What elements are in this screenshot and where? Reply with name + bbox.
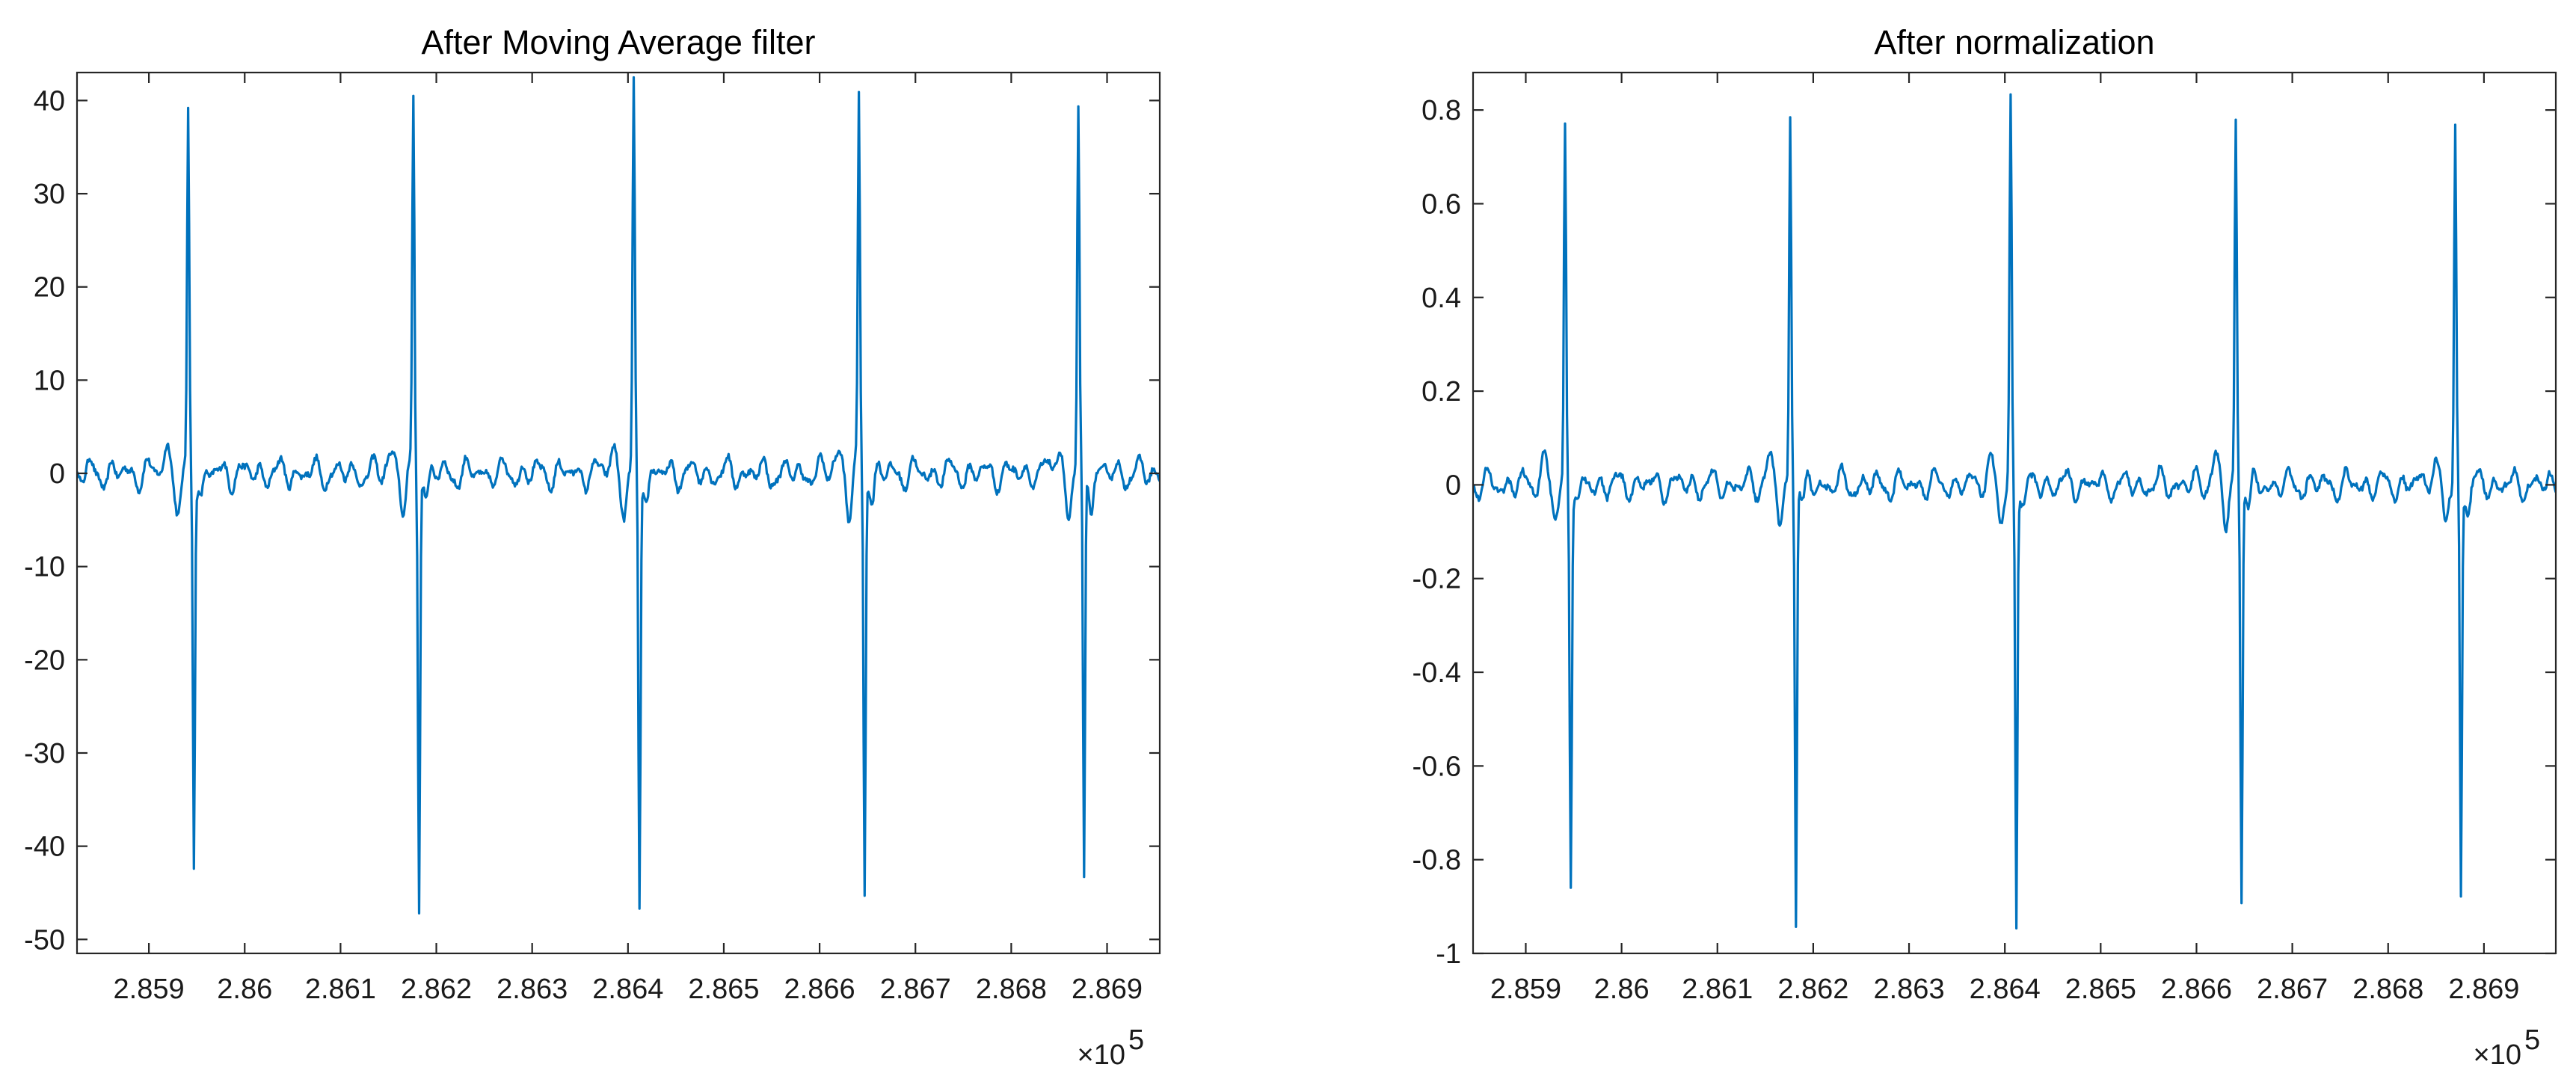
y-tick-label: 0.4 <box>1421 283 1461 314</box>
y-tick-label: -50 <box>24 924 65 956</box>
x-tick-label: 2.868 <box>976 974 1047 1005</box>
x-tick-label: 2.862 <box>1777 974 1848 1005</box>
y-tick-label: 0 <box>49 458 65 490</box>
x-multiplier-exponent: 5 <box>1128 1024 1144 1056</box>
x-tick-label: 2.862 <box>401 974 472 1005</box>
y-tick-label: -20 <box>24 645 65 676</box>
x-tick-label: 2.865 <box>2065 974 2136 1005</box>
x-tick-label: 2.863 <box>497 974 568 1005</box>
y-tick-label: -0.4 <box>1413 657 1461 689</box>
x-tick-label: 2.86 <box>217 974 272 1005</box>
x-tick-label: 2.864 <box>1970 974 2041 1005</box>
y-tick-label: 0.8 <box>1421 95 1461 126</box>
axes-frame <box>76 71 1161 955</box>
y-tick-label: -1 <box>1436 938 1461 970</box>
x-tick-label: 2.869 <box>2448 974 2519 1005</box>
x-multiplier-label: ×10 <box>1078 1039 1125 1071</box>
y-tick-label: -0.6 <box>1413 751 1461 782</box>
chart-2: After normalization 2.859 2.86 2.861 2.862 2.… <box>1413 23 2557 1071</box>
x-tick-label: 2.865 <box>688 974 759 1005</box>
x-tick-label: 2.859 <box>1490 974 1561 1005</box>
x-tick-label: 2.861 <box>1682 974 1753 1005</box>
x-tick-label: 2.864 <box>592 974 663 1005</box>
y-tick-label: -30 <box>24 738 65 769</box>
y-tick-label: 10 <box>34 365 65 396</box>
y-tick-label: 0.2 <box>1421 376 1461 408</box>
y-tick-label: 40 <box>34 85 65 117</box>
x-tick-label: 2.869 <box>1072 974 1143 1005</box>
y-tick-label: 0.6 <box>1421 188 1461 220</box>
y-tick-label: 0 <box>1445 470 1461 501</box>
x-tick-label: 2.861 <box>305 974 376 1005</box>
x-tick-label: 2.866 <box>2161 974 2232 1005</box>
y-tick-label: 20 <box>34 272 65 304</box>
x-tick-label: 2.868 <box>2352 974 2423 1005</box>
y-tick-label: -40 <box>24 832 65 863</box>
y-tick-label: -0.2 <box>1413 564 1461 595</box>
y-tick-label: 30 <box>34 179 65 210</box>
x-tick-label: 2.866 <box>784 974 855 1005</box>
chart-title: After Moving Average filter <box>422 23 816 61</box>
x-tick-label: 2.867 <box>880 974 951 1005</box>
x-tick-label: 2.86 <box>1594 974 1650 1005</box>
chart-title: After normalization <box>1874 23 2154 61</box>
signal-line <box>77 76 1160 915</box>
x-multiplier-label: ×10 <box>2474 1039 2521 1071</box>
signal-line <box>1473 93 2556 930</box>
x-multiplier-exponent: 5 <box>2524 1024 2540 1056</box>
chart-1: After Moving Average filter 2.859 2.86 2.86… <box>24 23 1161 1071</box>
x-tick-label: 2.867 <box>2257 974 2328 1005</box>
x-tick-label: 2.863 <box>1873 974 1944 1005</box>
y-tick-label: -0.8 <box>1413 845 1461 876</box>
axes-frame <box>1472 71 2557 955</box>
y-tick-label: -10 <box>24 552 65 583</box>
x-tick-label: 2.859 <box>114 974 185 1005</box>
